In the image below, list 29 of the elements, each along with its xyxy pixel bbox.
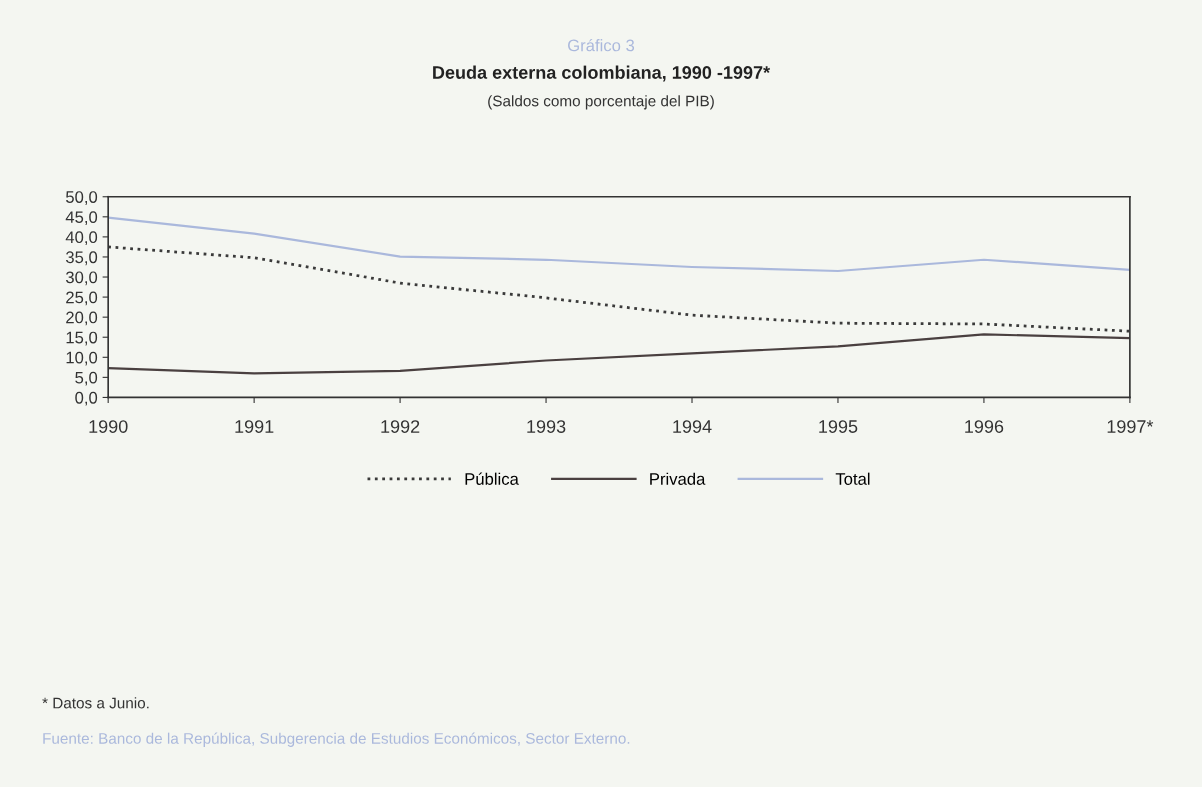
legend-label: Privada [650, 472, 706, 485]
x-tick-label: 1992 [381, 420, 420, 433]
y-tick-label: 25,0 [66, 291, 98, 306]
y-tick-label: 50,0 [66, 191, 98, 205]
source-note: Fuente: Banco de la República, Subgerencia de Estudios Económicos, Sector Externo. [43, 732, 630, 747]
x-tick-label: 1996 [965, 420, 1004, 433]
chart-title: Deuda externa colombiana, 1990 -1997* [433, 65, 771, 82]
y-tick-label: 5,0 [75, 371, 98, 386]
x-tick-label: 1990 [89, 420, 128, 433]
chart-subtitle: (Saldos como porcentaje del PIB) [488, 95, 714, 110]
x-tick-label: 1994 [673, 420, 712, 433]
text: * Datos a Junio. [42, 697, 149, 709]
x-tick-label: 1995 [819, 420, 858, 433]
y-tick-label: 30,0 [65, 271, 98, 286]
y-tick-label: 20,0 [66, 311, 98, 326]
legend-label: Total [835, 472, 870, 485]
y-tick-label: 35,0 [65, 251, 98, 266]
y-tick-label: 40,0 [65, 231, 98, 246]
legend-label: Pública [465, 472, 519, 485]
y-tick-label: 0,0 [75, 391, 98, 406]
y-tick-label: 15,0 [66, 331, 98, 346]
line-series [108, 333, 1130, 375]
y-tick-label: 10,0 [66, 351, 98, 366]
x-tick-label: 1993 [527, 420, 566, 433]
line-series [108, 216, 1130, 273]
x-tick-label: 1991 [235, 420, 274, 433]
y-tick-label: 45,0 [65, 211, 98, 225]
text: Gráfico 3 [568, 38, 635, 52]
x-tick-label: 1997* [1107, 420, 1154, 433]
